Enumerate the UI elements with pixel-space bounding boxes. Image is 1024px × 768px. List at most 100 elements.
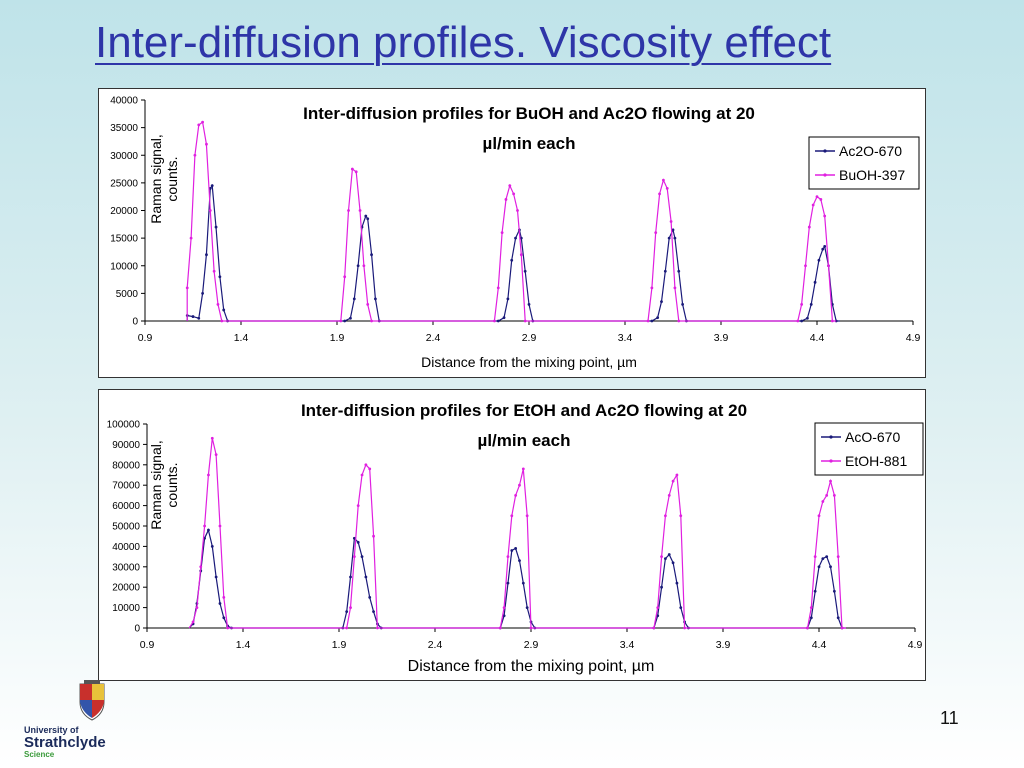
series-AcO-670 (188, 528, 846, 630)
data-point (514, 547, 518, 550)
data-point (660, 300, 663, 304)
data-point (502, 614, 506, 618)
data-point (195, 606, 199, 609)
data-point (652, 626, 656, 630)
legend-label: Ac2O-670 (839, 143, 902, 159)
data-point (516, 209, 519, 212)
data-point (813, 280, 817, 284)
y-axis-label: Raman signal, (148, 134, 164, 224)
data-point (679, 514, 683, 518)
data-point (207, 528, 210, 532)
data-point (199, 565, 203, 569)
data-point (675, 473, 679, 477)
legend-box (808, 136, 920, 190)
data-point (372, 534, 375, 538)
y-tick-label: 0 (132, 317, 138, 328)
data-point (222, 616, 226, 620)
data-point (207, 473, 210, 477)
legend-label: EtOH-881 (845, 453, 907, 469)
logo-line3: Science (24, 750, 55, 759)
y-tick-label: 40000 (110, 96, 138, 107)
data-point (519, 236, 523, 240)
data-point (345, 610, 349, 614)
data-point (189, 236, 193, 240)
y-tick-label: 60000 (112, 501, 140, 512)
x-tick-label: 4.9 (908, 639, 923, 651)
y-tick-label: 10000 (112, 603, 140, 614)
data-point (352, 536, 356, 540)
data-point (675, 581, 679, 585)
data-point (800, 303, 804, 306)
data-point (836, 555, 840, 558)
data-point (354, 170, 358, 174)
data-point (197, 123, 201, 127)
data-point (506, 581, 510, 585)
data-point (218, 524, 222, 528)
data-point (512, 192, 516, 196)
y-tick-label: 90000 (112, 440, 140, 451)
x-tick-label: 0.9 (140, 639, 155, 651)
x-tick-label: 3.9 (716, 639, 731, 651)
data-point (832, 589, 836, 593)
data-point (527, 303, 531, 306)
data-point (650, 319, 654, 323)
data-point (658, 192, 661, 196)
chart-etoh-ac2o: 0 10000 20000 30000 40000 50000 60000 70000 8000… (98, 389, 926, 681)
data-point (510, 514, 514, 518)
data-point (525, 606, 529, 609)
data-point (496, 286, 500, 290)
x-tick-label: 3.9 (714, 332, 729, 344)
legend-marker (829, 435, 833, 439)
data-point (339, 319, 343, 323)
data-point (681, 303, 684, 306)
data-point (502, 316, 506, 320)
data-point (214, 225, 218, 229)
data-point (197, 316, 201, 320)
series-BuOH-397 (185, 120, 837, 323)
x-tick-label: 1.9 (330, 332, 345, 344)
data-point (809, 616, 813, 620)
x-tick-label: 4.9 (906, 332, 921, 344)
data-point (671, 561, 675, 565)
legend-label: AcO-670 (845, 429, 900, 445)
data-point (821, 557, 825, 561)
data-point (521, 467, 525, 471)
legend: Ac2O-670 BuOH-397 (808, 136, 920, 190)
data-point (662, 178, 665, 182)
data-point (493, 319, 496, 323)
data-point (829, 565, 832, 569)
data-point (205, 253, 208, 257)
data-point (191, 620, 195, 624)
x-axis-label: Distance from the mixing point, µm (421, 354, 637, 370)
data-point (829, 479, 832, 483)
y-tick-label: 20000 (112, 583, 140, 594)
data-point (807, 225, 811, 229)
data-point (506, 555, 510, 558)
data-point (362, 264, 366, 268)
y-tick-label: 30000 (110, 151, 138, 162)
y-axis-label: counts. (164, 462, 180, 507)
data-point (350, 167, 354, 171)
data-point (809, 303, 813, 306)
data-point (821, 500, 825, 503)
data-point (679, 606, 683, 609)
data-point (214, 453, 218, 456)
data-point (665, 187, 669, 190)
data-point (667, 236, 671, 240)
chart-title-line: µl/min each (478, 431, 571, 450)
data-point (650, 286, 654, 290)
data-point (368, 596, 372, 599)
data-point (518, 559, 521, 563)
y-tick-label: 30000 (112, 562, 140, 573)
data-point (374, 297, 377, 301)
x-tick-label: 2.4 (428, 639, 443, 651)
data-point (349, 606, 352, 609)
data-point (201, 291, 204, 295)
data-point (356, 540, 360, 544)
data-point (352, 555, 356, 558)
chart-title-line: Inter-diffusion profiles for BuOH and Ac… (303, 104, 755, 123)
data-point (506, 297, 510, 301)
data-point (664, 557, 667, 561)
slide-title: Inter-diffusion profiles. Viscosity effe… (95, 18, 832, 67)
y-tick-label: 70000 (112, 481, 140, 492)
